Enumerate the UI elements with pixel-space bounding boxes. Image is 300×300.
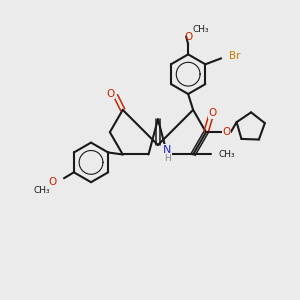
Text: CH₃: CH₃ bbox=[192, 25, 209, 34]
Text: Br: Br bbox=[229, 51, 241, 62]
Text: O: O bbox=[184, 32, 192, 41]
Text: N: N bbox=[163, 145, 172, 154]
Text: O: O bbox=[223, 127, 231, 137]
Text: CH₃: CH₃ bbox=[34, 186, 50, 195]
Text: O: O bbox=[106, 89, 115, 99]
Text: H: H bbox=[164, 154, 171, 163]
Text: CH₃: CH₃ bbox=[219, 150, 236, 159]
Text: O: O bbox=[48, 177, 56, 187]
Text: O: O bbox=[208, 108, 217, 118]
